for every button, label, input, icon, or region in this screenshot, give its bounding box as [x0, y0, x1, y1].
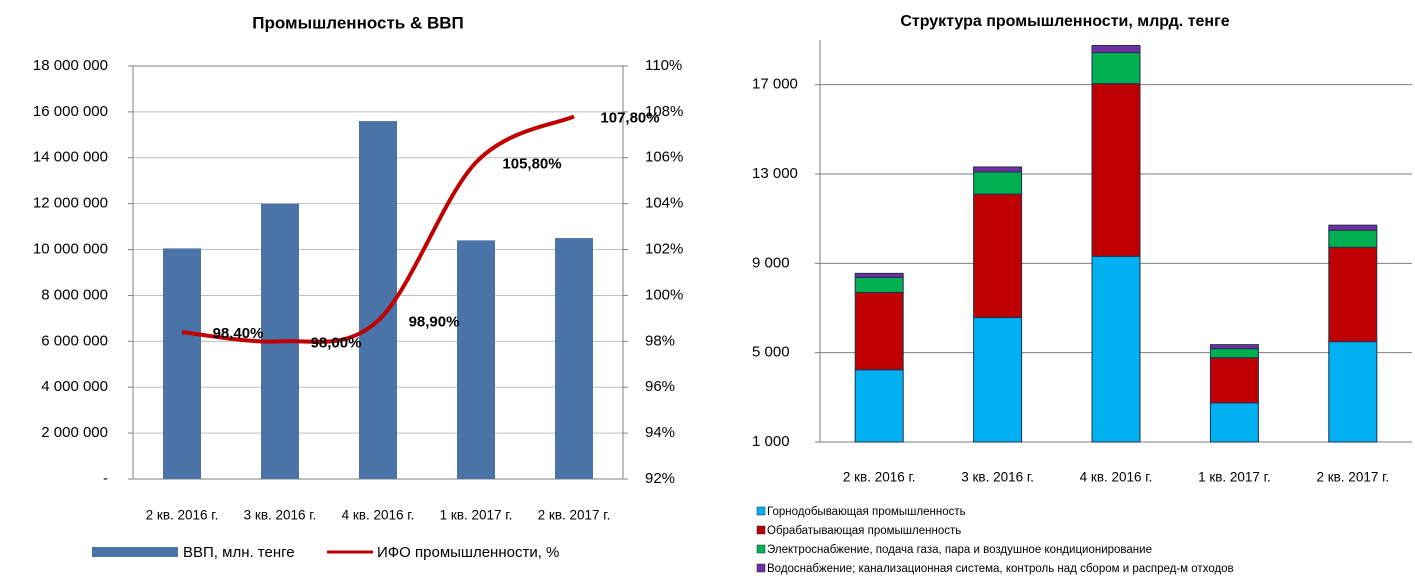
y-tick-label: 10 000 000	[33, 241, 108, 258]
y-tick-label: 18 000 000	[33, 57, 108, 74]
line	[181, 114, 575, 344]
bar-segment	[1209, 344, 1259, 350]
x-tick-label: 2 кв. 2016 г.	[843, 470, 916, 485]
bar-segment	[854, 272, 904, 278]
bar-segment	[973, 193, 1023, 319]
y-tick-label: 16 000 000	[33, 103, 108, 120]
legend-label: Электроснабжение, подача газа, пара и во…	[767, 544, 1152, 556]
legend-swatch	[92, 547, 178, 557]
x-tick-label: 1 кв. 2017 г.	[1198, 470, 1271, 485]
chart-title: Структура промышленности, млрд. тенге	[900, 13, 1229, 30]
x-tick-label: 3 кв. 2016 г.	[961, 470, 1034, 485]
y2-tick-label: 98%	[645, 332, 675, 349]
bar-segment	[854, 369, 904, 443]
bar	[457, 240, 495, 479]
legend-swatch	[756, 525, 766, 535]
y2-tick-label: 104%	[645, 195, 683, 212]
y2-tick-label: 92%	[645, 470, 675, 487]
x-tick-label: 4 кв. 2016 г.	[1080, 470, 1153, 485]
x-tick-label: 1 кв. 2017 г.	[440, 508, 513, 523]
x-tick-label: 4 кв. 2016 г.	[342, 508, 415, 523]
y2-tick-label: 100%	[645, 286, 683, 303]
bar-segment	[1209, 402, 1259, 443]
bar-segment	[973, 171, 1023, 195]
y-tick-label: 8 000 000	[41, 286, 108, 303]
y2-tick-label: 102%	[645, 241, 683, 258]
legend-swatch	[756, 506, 766, 516]
bar-segment	[1328, 229, 1378, 248]
data-label: 98,00%	[311, 334, 362, 351]
x-tick-label: 2 кв. 2017 г.	[538, 508, 611, 523]
legend-label: Обрабатывающая промышленность	[767, 525, 961, 537]
bar	[359, 121, 397, 480]
x-tick-label: 3 кв. 2016 г.	[244, 508, 317, 523]
bar-segment	[973, 166, 1023, 173]
chart-title: Промышленность & ВВП	[252, 13, 463, 32]
bar-segment	[1209, 357, 1259, 404]
bar-segment	[1328, 341, 1378, 443]
y2-tick-label: 108%	[645, 103, 683, 120]
legend-swatch	[756, 563, 766, 573]
bar-segment	[854, 291, 904, 371]
y-tick-label: 14 000 000	[33, 149, 108, 166]
bar-segment	[1209, 348, 1259, 359]
x-tick-label: 2 кв. 2016 г.	[146, 508, 219, 523]
legend-label: Водоснабжение; канализационная система, …	[767, 563, 1234, 575]
bar-segment	[1091, 52, 1141, 85]
data-label: 107,80%	[600, 109, 659, 126]
legend-label: Горнодобывающая промышленность	[767, 506, 966, 518]
y-tick-label: 1 000	[752, 433, 790, 450]
data-label: 98,40%	[213, 325, 264, 342]
data-label: 105,80%	[502, 155, 561, 172]
y-tick-label: 4 000 000	[41, 378, 108, 395]
legend-label: ВВП, млн. тенге	[183, 544, 295, 561]
bar-segment	[1328, 246, 1378, 343]
y-tick-label: 9 000	[752, 254, 790, 271]
y-tick-label: 5 000	[752, 344, 790, 361]
bar-segment	[1091, 83, 1141, 257]
x-tick-label: 2 кв. 2017 г.	[1316, 470, 1389, 485]
y-tick-label: 12 000 000	[33, 195, 108, 212]
y2-tick-label: 110%	[645, 57, 682, 74]
legend-swatch	[756, 544, 766, 554]
y2-tick-label: 106%	[645, 149, 683, 166]
bar-segment	[1091, 255, 1141, 443]
bar-segment	[854, 276, 904, 293]
legend-label: ИФО промышленности, %	[377, 544, 559, 561]
y-tick-label: 2 000 000	[41, 424, 108, 441]
bar-segment	[1091, 45, 1141, 54]
y-tick-label: -	[103, 470, 108, 487]
y2-tick-label: 96%	[645, 378, 675, 395]
bar	[555, 238, 593, 479]
y-tick-label: 17 000	[752, 76, 798, 93]
data-label: 98,90%	[409, 314, 460, 331]
bar-segment	[1328, 224, 1378, 231]
bar	[163, 248, 201, 479]
y-tick-label: 6 000 000	[41, 332, 108, 349]
y-tick-label: 13 000	[752, 165, 798, 182]
y2-tick-label: 94%	[645, 424, 675, 441]
bar-segment	[973, 317, 1023, 443]
